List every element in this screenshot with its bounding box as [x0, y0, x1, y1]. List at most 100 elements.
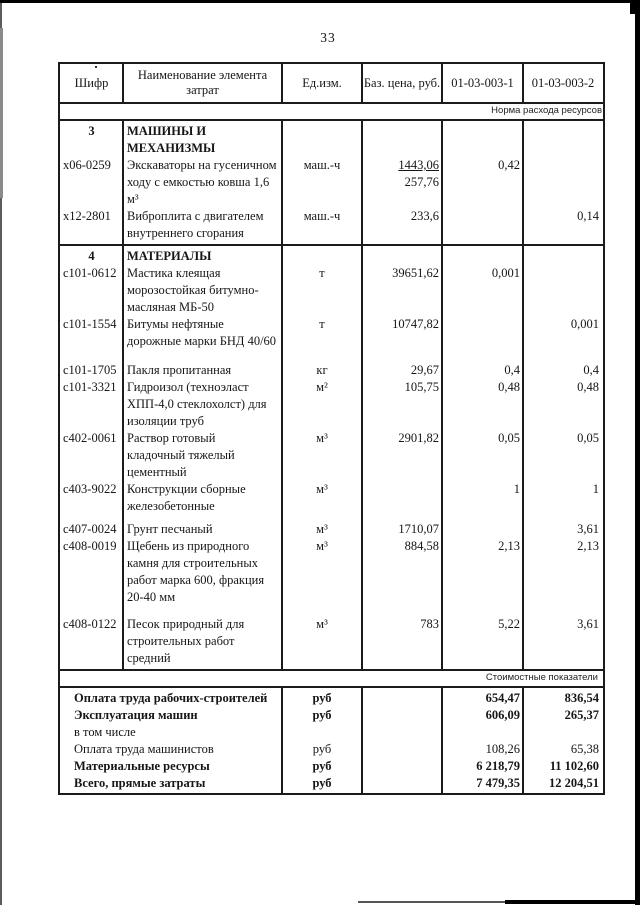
column-divider — [441, 246, 443, 669]
item-name-line: Виброплита с двигателем — [127, 209, 264, 223]
item-norm-2: 3,61 — [577, 522, 599, 536]
total-norm-2: 65,38 — [570, 742, 599, 756]
column-divider — [441, 121, 443, 244]
total-norm-1: 6 218,79 — [476, 759, 520, 773]
scan-edge-bottom-gray — [358, 901, 640, 903]
total-norm-1: 654,47 — [485, 691, 520, 705]
item-name-line: ходу с емкостью ковша 1,6 — [127, 175, 270, 189]
column-divider — [361, 121, 363, 244]
item-code: с407-0024 — [63, 522, 117, 536]
table-row: с101-1705 Пакля пропитанная кг 29,67 0,4… — [60, 362, 603, 379]
item-norm-1 — [442, 208, 520, 225]
scan-speck — [95, 66, 97, 68]
column-divider — [122, 121, 124, 244]
column-divider — [122, 64, 124, 102]
scan-edge-left — [0, 3, 2, 905]
header-cell-name: Наименование элемента затрат — [137, 68, 268, 97]
column-divider — [522, 121, 524, 244]
item-unit: м³ — [316, 539, 328, 553]
totals-section: Оплата труда рабочих-строителей руб 654,… — [60, 688, 603, 793]
item-norm-1: 5,22 — [498, 617, 520, 631]
table-header-row: Шифр Наименование элемента затрат Ед.изм… — [60, 64, 603, 104]
scan-edge-bottom-black — [505, 900, 640, 904]
item-name-line: Экскаваторы на гусеничном — [127, 158, 277, 172]
item-name-line: морозостойкая битумно- — [127, 283, 259, 297]
total-unit: руб — [312, 691, 332, 705]
item-norm-1: 0,4 — [504, 363, 520, 377]
section-title-line: МАШИНЫ И — [127, 124, 207, 138]
item-base-price: 1710,07 — [398, 522, 439, 536]
item-base-price: 39651,62 — [392, 266, 439, 280]
total-norm-2: 11 102,60 — [549, 759, 599, 773]
column-divider — [122, 246, 124, 669]
total-label: Всего, прямые затраты — [74, 776, 206, 790]
item-name-line: ХПП-4,0 стеклохолст) для — [127, 397, 267, 411]
item-code: с403-9022 — [63, 482, 117, 496]
column-divider — [441, 688, 443, 793]
totals-row-including: в том числе — [60, 724, 603, 741]
total-unit: руб — [312, 742, 332, 756]
total-unit: руб — [312, 776, 332, 790]
item-name-line: Песок природный для — [127, 617, 245, 631]
item-name-line: работ марка 600, фракция — [127, 573, 265, 587]
item-base-price: 10747,82 — [392, 317, 439, 331]
item-base-price: 29,67 — [410, 363, 439, 377]
header-cell-norm-2: 01-03-003-2 — [531, 75, 595, 90]
item-name-line: средний — [127, 651, 171, 665]
total-norm-2: 265,37 — [564, 708, 599, 722]
item-base-price-secondary: 257,76 — [404, 175, 439, 189]
total-norm-1: 7 479,35 — [476, 776, 520, 790]
column-divider — [361, 246, 363, 669]
item-norm-2: 3,61 — [577, 617, 599, 631]
total-unit: руб — [312, 759, 332, 773]
total-norm-1 — [442, 724, 520, 741]
item-unit: м³ — [316, 431, 328, 445]
item-norm-1: 0,48 — [498, 380, 520, 394]
column-divider — [361, 64, 363, 102]
page-number: 33 — [320, 30, 336, 45]
item-base-price: 884,58 — [404, 539, 439, 553]
item-name-line: Пакля пропитанная — [127, 363, 232, 377]
header-cell-norm-1: 01-03-003-1 — [451, 75, 514, 90]
total-label: Материальные ресурсы — [74, 759, 210, 773]
column-divider — [522, 688, 524, 793]
item-name-line: 20-40 мм — [127, 590, 176, 604]
item-norm-2: 1 — [592, 482, 599, 496]
item-base-price: 2901,82 — [398, 431, 439, 445]
item-name-line: Грунт песчаный — [127, 522, 213, 536]
column-divider — [281, 246, 283, 669]
table-row: с408-0122 Песок природный для строительн… — [60, 616, 603, 667]
item-name-line: Конструкции сборные — [127, 482, 246, 496]
item-unit: т — [319, 317, 325, 331]
item-code: с408-0122 — [63, 617, 117, 631]
item-norm-1 — [442, 316, 520, 333]
item-name-line: строительных работ — [127, 634, 235, 648]
cost-estimate-table: Шифр Наименование элемента затрат Ед.изм… — [58, 62, 605, 795]
item-code: с408-0019 — [63, 539, 117, 553]
total-norm-1: 606,09 — [485, 708, 520, 722]
band-cost-indicators: Стоимостные показатели — [60, 671, 603, 688]
item-name-line: Гидроизол (техноэласт — [127, 380, 249, 394]
item-unit: м² — [316, 380, 328, 394]
item-base-price — [362, 481, 439, 498]
item-name-line: Раствор готовый — [127, 431, 216, 445]
scan-edge-top — [0, 0, 640, 3]
item-name-line: кладочный тяжелый — [127, 448, 235, 462]
item-name-line: м³ — [127, 192, 139, 206]
item-norm-2: 2,13 — [577, 539, 599, 553]
section-heading-row: 4 МАТЕРИАЛЫ — [60, 248, 603, 265]
column-divider — [441, 64, 443, 102]
table-row: с101-0612 Мастика клеящая морозостойкая … — [60, 265, 603, 316]
item-code: с101-1705 — [63, 363, 117, 377]
item-unit: кг — [316, 363, 328, 377]
table-row: х06-0259 Экскаваторы на гусеничном ходу … — [60, 157, 603, 208]
item-norm-2 — [523, 157, 599, 174]
scan-edge-right — [635, 0, 640, 905]
total-norm-2: 836,54 — [564, 691, 599, 705]
item-norm-1: 0,001 — [491, 266, 520, 280]
total-label: Оплата труда машинистов — [74, 742, 214, 756]
totals-row-machines: Эксплуатация машин руб 606,09 265,37 — [60, 707, 603, 724]
item-unit: м³ — [316, 482, 328, 496]
item-code: с101-1554 — [63, 317, 117, 331]
item-norm-1: 2,13 — [498, 539, 520, 553]
